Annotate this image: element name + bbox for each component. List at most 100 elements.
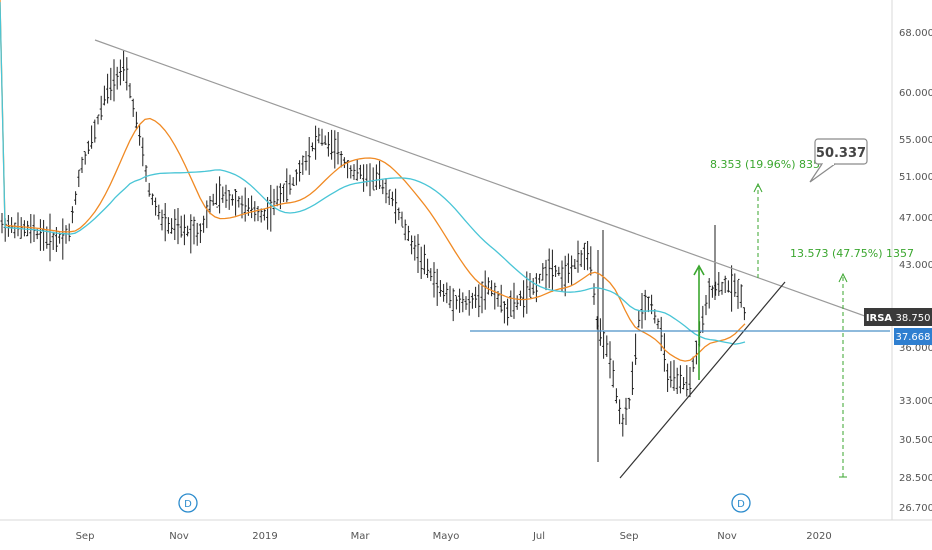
ohlc-bar bbox=[374, 164, 378, 190]
ohlc-bar bbox=[202, 215, 206, 233]
ohlc-bar bbox=[291, 177, 295, 186]
ohlc-bar bbox=[250, 195, 254, 219]
ohlc-bar bbox=[262, 208, 266, 221]
ohlc-bar bbox=[467, 290, 471, 316]
ohlc-bar bbox=[586, 241, 590, 271]
ohlc-bar bbox=[227, 190, 231, 210]
ohlc-bar bbox=[80, 156, 84, 173]
time-axis[interactable]: Sep Nov 2019 Mar Mayo Jul Sep Nov 2020 bbox=[0, 519, 932, 542]
price-tick-label: 33.000 bbox=[899, 396, 932, 407]
ohlc-bar bbox=[192, 216, 196, 245]
ohlc-bar bbox=[672, 360, 676, 391]
ohlc-bar bbox=[387, 189, 391, 206]
price-tick-label: 36.000 bbox=[899, 343, 932, 354]
ohlc-bar bbox=[112, 59, 116, 102]
ohlc-bar bbox=[301, 155, 305, 175]
ohlc-bar bbox=[51, 231, 55, 250]
ohlc-bar bbox=[630, 361, 634, 395]
ohlc-bar bbox=[173, 209, 177, 241]
ohlc-bar bbox=[115, 66, 119, 90]
ohlc-bar bbox=[282, 183, 286, 202]
measure-lower-label: 13.573 (47.75%) 1357 bbox=[790, 247, 914, 260]
ohlc-bar bbox=[598, 318, 602, 346]
event-marker-right[interactable]: D bbox=[731, 493, 751, 513]
ohlc-bar bbox=[83, 151, 87, 165]
time-tick-label: Jul bbox=[532, 531, 545, 542]
ohlc-bar bbox=[618, 399, 622, 425]
ohlc-bar bbox=[230, 194, 234, 206]
ohlc-bar bbox=[397, 207, 401, 221]
ohlc-bar bbox=[451, 288, 455, 322]
ascending-trendline[interactable] bbox=[619, 281, 786, 479]
ohlc-bar bbox=[685, 365, 689, 397]
event-marker-left[interactable]: D bbox=[178, 493, 198, 513]
ohlc-bar bbox=[189, 214, 193, 254]
ohlc-bar bbox=[541, 263, 545, 281]
ohlc-bar bbox=[26, 220, 30, 237]
time-tick-label: Mayo bbox=[433, 531, 460, 542]
ohlc-bar bbox=[416, 234, 420, 274]
ohlc-bar bbox=[333, 130, 337, 169]
ohlc-bar bbox=[486, 277, 490, 295]
ohlc-bar bbox=[378, 160, 382, 190]
ohlc-bar bbox=[448, 285, 452, 309]
event-marker-label: D bbox=[184, 499, 192, 510]
ohlc-bar bbox=[442, 283, 446, 302]
ohlc-bar bbox=[131, 98, 135, 117]
ohlc-bar bbox=[490, 280, 494, 297]
ohlc-bar bbox=[477, 284, 481, 318]
ohlc-bar bbox=[218, 176, 222, 214]
ohlc-bar bbox=[720, 281, 724, 295]
ohlc-bar bbox=[406, 225, 410, 242]
ohlc-bars bbox=[0, 50, 746, 462]
ohlc-bar bbox=[592, 283, 596, 305]
moving-average-orange bbox=[0, 0, 746, 362]
ohlc-bar bbox=[269, 184, 273, 232]
ohlc-bar bbox=[554, 265, 558, 277]
ohlc-bar bbox=[643, 289, 647, 321]
support-price-tag: 37.668 bbox=[894, 328, 932, 345]
ohlc-bar bbox=[256, 206, 260, 222]
ohlc-bar bbox=[429, 268, 433, 282]
ohlc-bar bbox=[560, 260, 564, 293]
ohlc-bar bbox=[106, 73, 110, 104]
ohlc-bar bbox=[515, 295, 519, 310]
ohlc-bar bbox=[566, 253, 570, 283]
ohlc-bar bbox=[336, 131, 340, 165]
ohlc-bar bbox=[234, 189, 238, 216]
ohlc-bar bbox=[390, 191, 394, 207]
ohlc-bar bbox=[342, 157, 346, 169]
ohlc-bar bbox=[701, 305, 705, 333]
ohlc-bar bbox=[678, 365, 682, 394]
ohlc-bar bbox=[186, 225, 190, 237]
ohlc-bar bbox=[544, 259, 548, 291]
ohlc-bar bbox=[422, 244, 426, 275]
ohlc-bar bbox=[128, 83, 132, 99]
ohlc-bar bbox=[86, 140, 90, 155]
ohlc-bar bbox=[122, 50, 126, 81]
ohlc-bar bbox=[211, 193, 215, 206]
ohlc-bar bbox=[275, 185, 279, 207]
ohlc-bar bbox=[48, 213, 52, 262]
ohlc-bar bbox=[134, 111, 138, 130]
ohlc-bar bbox=[38, 219, 42, 251]
ohlc-bar bbox=[77, 169, 81, 188]
ohlc-bar bbox=[576, 240, 580, 273]
ohlc-bar bbox=[589, 246, 593, 276]
ohlc-bar bbox=[614, 388, 618, 404]
price-callout[interactable]: 50.337 bbox=[809, 138, 868, 183]
price-axis[interactable]: 68.000 60.000 55.000 51.000 47.000 43.000 36.0… bbox=[891, 0, 932, 520]
ohlc-bar bbox=[278, 183, 282, 210]
ohlc-bar bbox=[563, 255, 567, 297]
ohlc-bar bbox=[109, 67, 113, 101]
ohlc-bar bbox=[426, 258, 430, 278]
ohlc-bar bbox=[509, 290, 513, 317]
ohlc-bar bbox=[90, 125, 94, 149]
ohlc-bar bbox=[339, 151, 343, 168]
ohlc-bar bbox=[733, 273, 737, 297]
ohlc-bar bbox=[294, 169, 298, 186]
ohlc-bar bbox=[352, 164, 356, 180]
ohlc-bar bbox=[13, 222, 17, 239]
ohlc-bar bbox=[307, 136, 311, 175]
